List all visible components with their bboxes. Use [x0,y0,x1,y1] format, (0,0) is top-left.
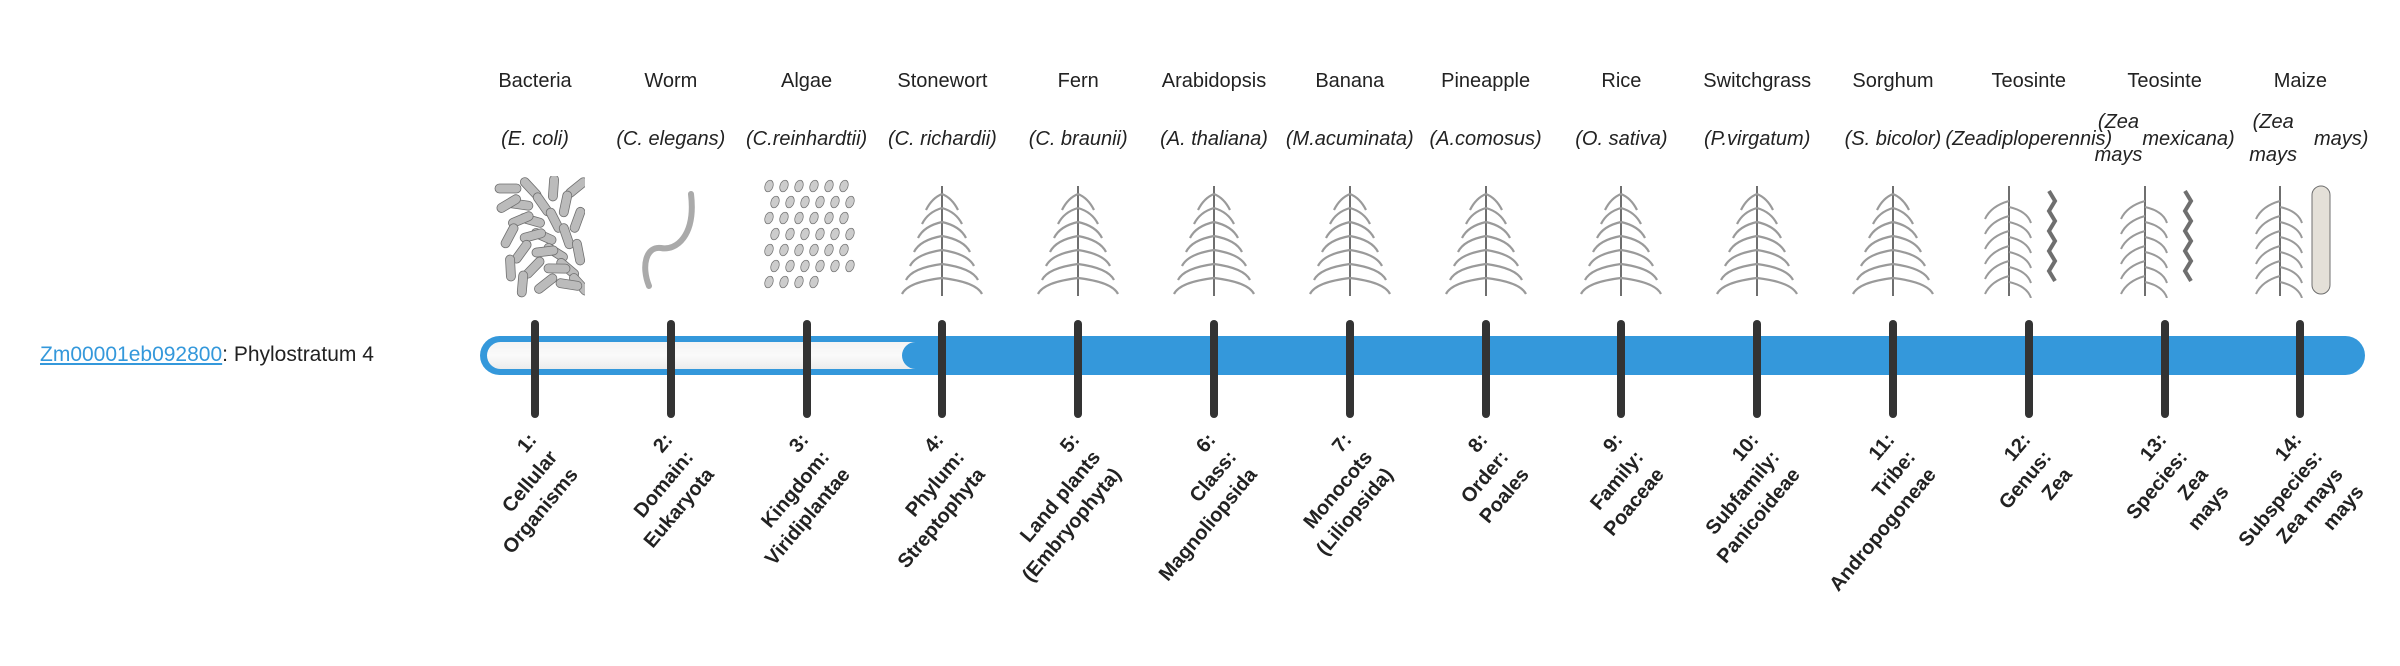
banana-icon [1308,186,1391,296]
stratum-tick [1617,320,1626,418]
organism-name: Banana [1315,70,1385,92]
organism-name: Switchgrass [1703,70,1812,92]
species-name: (C. reinhardtii) [739,106,875,172]
organism-name: Teosinte [2127,70,2202,92]
gene-phylostratum-label: Zm00001eb092800: Phylostratum 4 [40,343,374,367]
species-name: (Zea mays mexicana) [2094,106,2235,172]
species-name: (A. comosus) [1418,106,1554,172]
stratum-tick [2296,320,2305,418]
stratum-tick [1345,320,1354,418]
organism-name: Algae [781,70,833,92]
stonewort-icon [901,186,984,296]
species-line: (A. thaliana) [1160,127,1268,150]
organism-name: Pineapple [1441,70,1531,92]
species-line: (C. richardii) [887,127,997,150]
stratum-tick [1074,320,1083,418]
species-line: (O. sativa) [1575,127,1668,150]
organism-name: Fern [1057,70,1099,92]
organism-name: Arabidopsis [1161,70,1267,92]
separator: : [222,343,234,366]
species-name: (C. richardii) [874,106,1010,172]
progress-track [487,342,924,369]
species-line: (C. elegans) [616,127,726,150]
species-name: (O. sativa) [1553,106,1689,172]
fern-icon [1037,186,1120,296]
species-line: reinhardtii) [772,127,868,150]
species-line: diploperennis) [1986,127,2113,150]
species-line: (M. [1285,127,1315,150]
organism-name: Rice [1601,70,1642,92]
teosinte-icon [2119,186,2193,298]
species-line: (P. [1704,127,1727,150]
species-line: (C. braunii) [1028,127,1128,150]
species-name: (A. thaliana) [1146,106,1282,172]
stratum-tick [531,320,539,418]
species-line: (C. [746,127,773,150]
stratum-tick [1889,320,1897,418]
species-line: comosus) [1455,127,1542,150]
organism-name: Teosinte [1991,70,2067,92]
stratum-tick [2160,320,2169,418]
phylostratum-progress-bar [480,336,2365,375]
switchgrass-icon [1716,186,1799,296]
species-name: (C. elegans) [603,106,739,172]
organism-name: Bacteria [498,70,572,92]
rice-icon [1580,186,1663,296]
species-name: (Zea diploperennis) [1945,106,2112,172]
species-line: mexicana) [2142,127,2235,150]
stratum-tick [1753,320,1762,418]
maize-icon [2255,185,2331,298]
organism-name: Maize [2273,70,2328,92]
species-name: (E. coli) [467,106,603,172]
species-name: (S. bicolor) [1825,106,1961,172]
stratum-tick [1481,320,1490,418]
stratum-tick [938,320,947,418]
stratum-tick [666,320,675,418]
gene-id-link[interactable]: Zm00001eb092800 [40,343,223,366]
bacteria-icon [494,176,585,298]
organism-name: Sorghum [1852,70,1934,92]
species-line: (Zea mays [2094,111,2143,166]
species-line: (Zea mays [2249,111,2298,166]
species-name: (C. braunii) [1010,106,1146,172]
species-line: acuminata) [1314,127,1414,150]
stratum-tick [2024,320,2033,418]
species-line: (A. [1429,127,1456,150]
species-name: (Zea mays mays) [2232,106,2368,172]
organism-name: Worm [644,70,698,92]
stratum-tick [802,320,811,418]
species-name: (P. virgatum) [1689,106,1825,172]
arabidopsis-icon [1173,186,1255,296]
organism-name: Stonewort [897,70,988,92]
algae-icon [763,179,855,289]
stratum-tick [1210,320,1218,418]
teosinte-icon [1983,186,2058,298]
sorghum-icon [1852,186,1934,296]
worm-icon [642,191,695,289]
species-name: (M. acuminata) [1282,106,1418,172]
phylostratum-text: Phylostratum 4 [233,343,374,366]
pineapple-icon [1444,186,1527,296]
species-line: (E. coli) [501,127,569,150]
species-line: (S. bicolor) [1844,127,1942,150]
species-line: (Zea [1945,127,1987,150]
species-line: mays) [2313,127,2369,150]
species-line: virgatum) [1727,127,1811,150]
